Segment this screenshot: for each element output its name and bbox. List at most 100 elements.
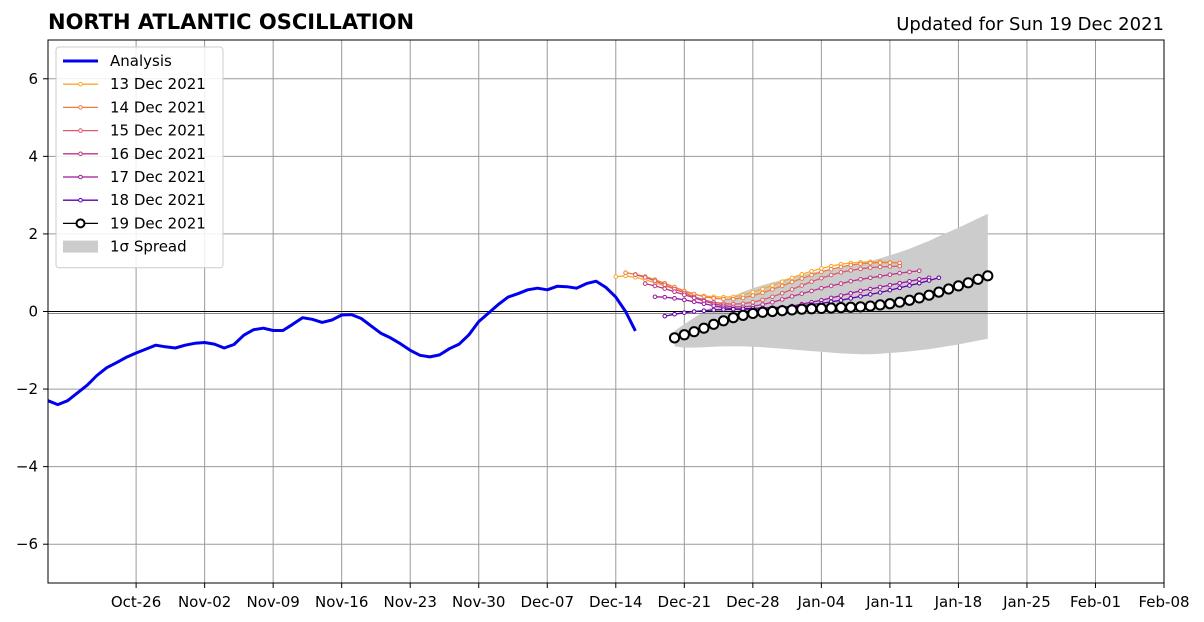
forecast-point [652, 278, 658, 284]
forecast-point [952, 280, 965, 292]
forecast-point [828, 272, 834, 278]
x-tick-label: Jan-25 [1002, 593, 1051, 611]
forecast-point [868, 260, 873, 266]
forecast-point [721, 307, 726, 312]
forecast-point [711, 307, 716, 313]
legend-swatch-marker [78, 151, 83, 157]
forecast-point [936, 275, 942, 281]
forecast-point [916, 268, 922, 274]
forecast-point [691, 295, 697, 301]
x-tick-label: Feb-01 [1070, 593, 1121, 611]
forecast-point [943, 283, 955, 295]
forecast-line [635, 265, 900, 305]
legend-label: 14 Dec 2021 [110, 98, 206, 116]
forecast-point [874, 299, 886, 311]
forecast-point [868, 275, 873, 281]
forecast-point [858, 294, 863, 299]
forecast-point [923, 289, 935, 301]
forecast-point [838, 270, 844, 275]
forecast-point [828, 295, 834, 301]
forecast-point [907, 278, 912, 284]
forecast-point [796, 303, 808, 315]
forecast-point [766, 305, 779, 318]
forecast-point [858, 266, 863, 272]
forecast-point [838, 297, 844, 303]
forecast-point [799, 276, 805, 281]
forecast-point [884, 298, 896, 310]
forecast-point [789, 275, 795, 281]
forecast-point [789, 287, 795, 292]
forecast-point [662, 313, 668, 319]
forecast-point [721, 296, 726, 302]
forecast-point [982, 270, 994, 282]
forecast-point [701, 308, 707, 314]
x-tick-label: Nov-02 [178, 593, 231, 611]
x-tick-label: Nov-23 [384, 593, 437, 611]
x-tick-label: Jan-04 [797, 593, 846, 611]
forecast-point [672, 289, 677, 295]
forecast-point [613, 274, 619, 279]
x-tick-label: Dec-07 [520, 593, 574, 611]
forecast-point [642, 275, 648, 280]
forecast-point [877, 284, 883, 290]
forecast-point [907, 269, 912, 275]
legend-label: 15 Dec 2021 [110, 122, 206, 140]
forecast-point [668, 332, 681, 344]
forecast-point [652, 294, 658, 300]
forecast-point [711, 296, 716, 301]
forecast-point [789, 279, 795, 285]
forecast-point [887, 260, 893, 265]
legend-swatch-marker [78, 174, 83, 180]
forecast-point [877, 273, 883, 279]
forecast-point [747, 307, 759, 320]
legend: Analysis 13 Dec 2021 14 Dec 2021 15 Dec 202… [55, 46, 224, 269]
forecast-point [828, 266, 834, 272]
forecast-point [916, 277, 922, 282]
forecast-point [805, 303, 818, 315]
legend-label: 17 Dec 2021 [110, 168, 206, 186]
forecast-point [662, 282, 668, 288]
forecast-point [708, 318, 720, 330]
forecast-point [933, 286, 945, 298]
forecast-point [916, 280, 922, 286]
x-tick-label: Nov-16 [315, 593, 368, 611]
x-tick-label: Jan-18 [934, 593, 983, 611]
forecast-point [894, 296, 906, 308]
forecast-point [897, 263, 902, 269]
legend-swatch-marker [78, 105, 83, 110]
forecast-point [848, 290, 854, 296]
forecast-point [672, 311, 677, 317]
forecast-point [730, 296, 736, 302]
forecast-point [858, 277, 863, 282]
forecast-point [682, 292, 687, 298]
forecast-point [688, 326, 700, 338]
forecast-point [770, 299, 775, 305]
legend-label: 1σ Spread [110, 238, 187, 256]
forecast-point [819, 269, 824, 275]
forecast-point [877, 264, 883, 270]
forecast-point [845, 301, 857, 313]
forecast-point [897, 270, 902, 276]
forecast-point [760, 297, 765, 303]
updated-label: Updated for Sun 19 Dec 2021 [896, 14, 1164, 35]
axes-layer: −6 −4 −2 0 2 4 6 Oct-26 Nov-02 Nov-09 Nov-16 Nov-23… [16, 39, 1190, 611]
forecast-point [972, 273, 984, 285]
forecast-point [623, 270, 628, 276]
zero-line-layer [48, 311, 1164, 314]
forecast-point [740, 295, 746, 301]
legend-label: 13 Dec 2021 [110, 75, 206, 93]
y-tick-label: −6 [16, 535, 38, 553]
forecast-point [701, 301, 707, 307]
forecast-point [779, 283, 785, 289]
forecast-point [757, 306, 769, 318]
chart-title: NORTH ATLANTIC OSCILLATION [48, 10, 414, 34]
forecast-point [776, 305, 788, 317]
legend-swatch-marker [75, 218, 86, 229]
forecast-point [854, 301, 867, 313]
legend-swatch-spread [63, 240, 98, 253]
forecast-point [672, 296, 677, 301]
forecast-point [711, 303, 716, 308]
x-tick-label: Dec-21 [658, 593, 712, 611]
forecast-point [633, 272, 638, 277]
